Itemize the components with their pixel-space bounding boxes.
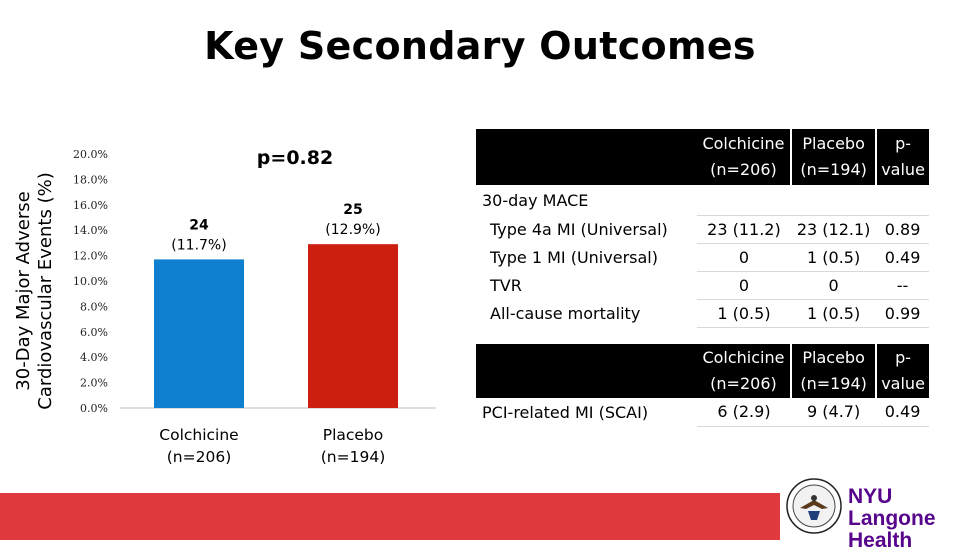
x-category-placebo-name: Placebo (n=194) bbox=[320, 426, 386, 466]
nyu-langone-logo: NYU Langone Health bbox=[848, 486, 960, 552]
y-tick-label: 8.0% bbox=[80, 300, 108, 313]
secondary-outcomes-table: Colchicine (n=206) Placebo (n=194) p- va… bbox=[476, 129, 929, 328]
table2-header-placebo-line1: Placebo bbox=[802, 348, 865, 367]
y-tick-label: 16.0% bbox=[73, 199, 108, 212]
y-tick-label: 0.0% bbox=[80, 402, 108, 415]
va-seal-icon bbox=[786, 478, 842, 534]
row-label: All-cause mortality bbox=[476, 299, 697, 327]
table1-header-placebo-line2: (n=194) bbox=[800, 160, 867, 179]
x-category-colchicine-name: Colchicine (n=206) bbox=[159, 426, 239, 466]
table1-header-pvalue-line1: p- bbox=[895, 134, 912, 153]
x-category-colchicine: Colchicine (n=206) bbox=[139, 424, 259, 468]
data-label: (12.9%) bbox=[325, 222, 380, 238]
pci-mi-table: Colchicine (n=206) Placebo (n=194) p- va… bbox=[476, 344, 929, 427]
bar-colchicine bbox=[154, 259, 244, 408]
cell-placebo: 9 (4.7) bbox=[791, 398, 877, 427]
table-cell bbox=[696, 185, 792, 216]
y-tick-label: 14.0% bbox=[73, 224, 108, 237]
y-tick-label: 18.0% bbox=[73, 173, 108, 186]
p-value-annotation: p=0.82 bbox=[256, 147, 334, 169]
cell-colchicine: 0 bbox=[696, 271, 792, 300]
table-row: All-cause mortality 1 (0.5) 1 (0.5) 0.99 bbox=[476, 299, 929, 328]
cell-pvalue: 0.99 bbox=[876, 299, 929, 328]
x-category-placebo: Placebo (n=194) bbox=[293, 424, 413, 468]
logo-line1: NYU Langone bbox=[848, 485, 936, 530]
table2-header-blank bbox=[476, 344, 697, 398]
table1-header-pvalue-line2: value bbox=[881, 160, 925, 179]
table1-header-pvalue: p- value bbox=[876, 129, 929, 185]
table1-header-colchicine: Colchicine (n=206) bbox=[696, 129, 793, 185]
bar-placebo bbox=[308, 244, 398, 408]
cell-colchicine: 23 (11.2) bbox=[696, 215, 792, 244]
cell-placebo: 0 bbox=[791, 271, 877, 300]
data-label: 25 bbox=[343, 202, 362, 218]
table2-header-pvalue-line2: value bbox=[881, 374, 925, 393]
y-tick-label: 20.0% bbox=[73, 148, 108, 161]
table1-header-colchicine-line1: Colchicine bbox=[702, 134, 785, 153]
y-tick-label: 12.0% bbox=[73, 250, 108, 263]
bar-chart: 0.0% 2.0% 4.0% 6.0% 8.0% 10.0% 12.0% 14.0% 16.0%… bbox=[73, 148, 436, 415]
cell-pvalue: -- bbox=[876, 271, 929, 300]
cell-pvalue: 0.89 bbox=[876, 215, 929, 244]
table1-header-colchicine-line2: (n=206) bbox=[710, 160, 777, 179]
row-label: Type 4a MI (Universal) bbox=[476, 215, 697, 243]
y-tick-label: 10.0% bbox=[73, 275, 108, 288]
row-label: Type 1 MI (Universal) bbox=[476, 243, 697, 271]
page-title: Key Secondary Outcomes bbox=[204, 24, 756, 68]
cell-pvalue: 0.49 bbox=[876, 398, 929, 427]
data-label: 24 bbox=[189, 217, 209, 233]
table1-header-blank bbox=[476, 129, 697, 185]
table-row: Type 4a MI (Universal) 23 (11.2) 23 (12.… bbox=[476, 215, 929, 244]
cell-pvalue: 0.49 bbox=[876, 243, 929, 272]
table1-section-label: 30-day MACE bbox=[476, 185, 697, 215]
table2-header-pvalue: p- value bbox=[876, 344, 929, 398]
table2-header-placebo: Placebo (n=194) bbox=[791, 344, 878, 398]
table2-header-colchicine: Colchicine (n=206) bbox=[696, 344, 793, 398]
row-label: PCI-related MI (SCAI) bbox=[476, 398, 697, 426]
y-tick-label: 4.0% bbox=[80, 351, 108, 364]
y-tick-label: 2.0% bbox=[80, 377, 108, 390]
table-row: TVR 0 0 -- bbox=[476, 271, 929, 300]
row-label: TVR bbox=[476, 271, 697, 299]
cell-colchicine: 1 (0.5) bbox=[696, 299, 792, 328]
table-row: PCI-related MI (SCAI) 6 (2.9) 9 (4.7) 0.… bbox=[476, 398, 929, 427]
cell-placebo: 1 (0.5) bbox=[791, 243, 877, 272]
data-label: (11.7%) bbox=[171, 237, 226, 253]
table-cell bbox=[876, 185, 929, 216]
cell-colchicine: 6 (2.9) bbox=[696, 398, 792, 427]
table-row: Type 1 MI (Universal) 0 1 (0.5) 0.49 bbox=[476, 243, 929, 272]
table2-header-pvalue-line1: p- bbox=[895, 348, 912, 367]
y-tick-label: 6.0% bbox=[80, 326, 108, 339]
cell-placebo: 23 (12.1) bbox=[791, 215, 877, 244]
table2-header-placebo-line2: (n=194) bbox=[800, 374, 867, 393]
table2-header-colchicine-line2: (n=206) bbox=[710, 374, 777, 393]
cell-colchicine: 0 bbox=[696, 243, 792, 272]
table1-header-placebo: Placebo (n=194) bbox=[791, 129, 878, 185]
table1-header-placebo-line1: Placebo bbox=[802, 134, 865, 153]
table2-header-colchicine-line1: Colchicine bbox=[702, 348, 785, 367]
cell-placebo: 1 (0.5) bbox=[791, 299, 877, 328]
logo-line2: Health bbox=[848, 529, 913, 552]
table-cell bbox=[791, 185, 877, 216]
